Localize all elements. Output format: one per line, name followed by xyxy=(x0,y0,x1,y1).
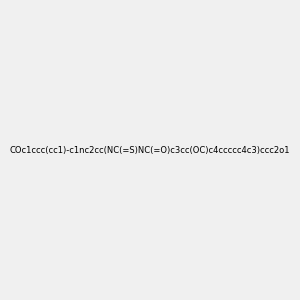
Text: COc1ccc(cc1)-c1nc2cc(NC(=S)NC(=O)c3cc(OC)c4ccccc4c3)ccc2o1: COc1ccc(cc1)-c1nc2cc(NC(=S)NC(=O)c3cc(OC… xyxy=(10,146,290,154)
